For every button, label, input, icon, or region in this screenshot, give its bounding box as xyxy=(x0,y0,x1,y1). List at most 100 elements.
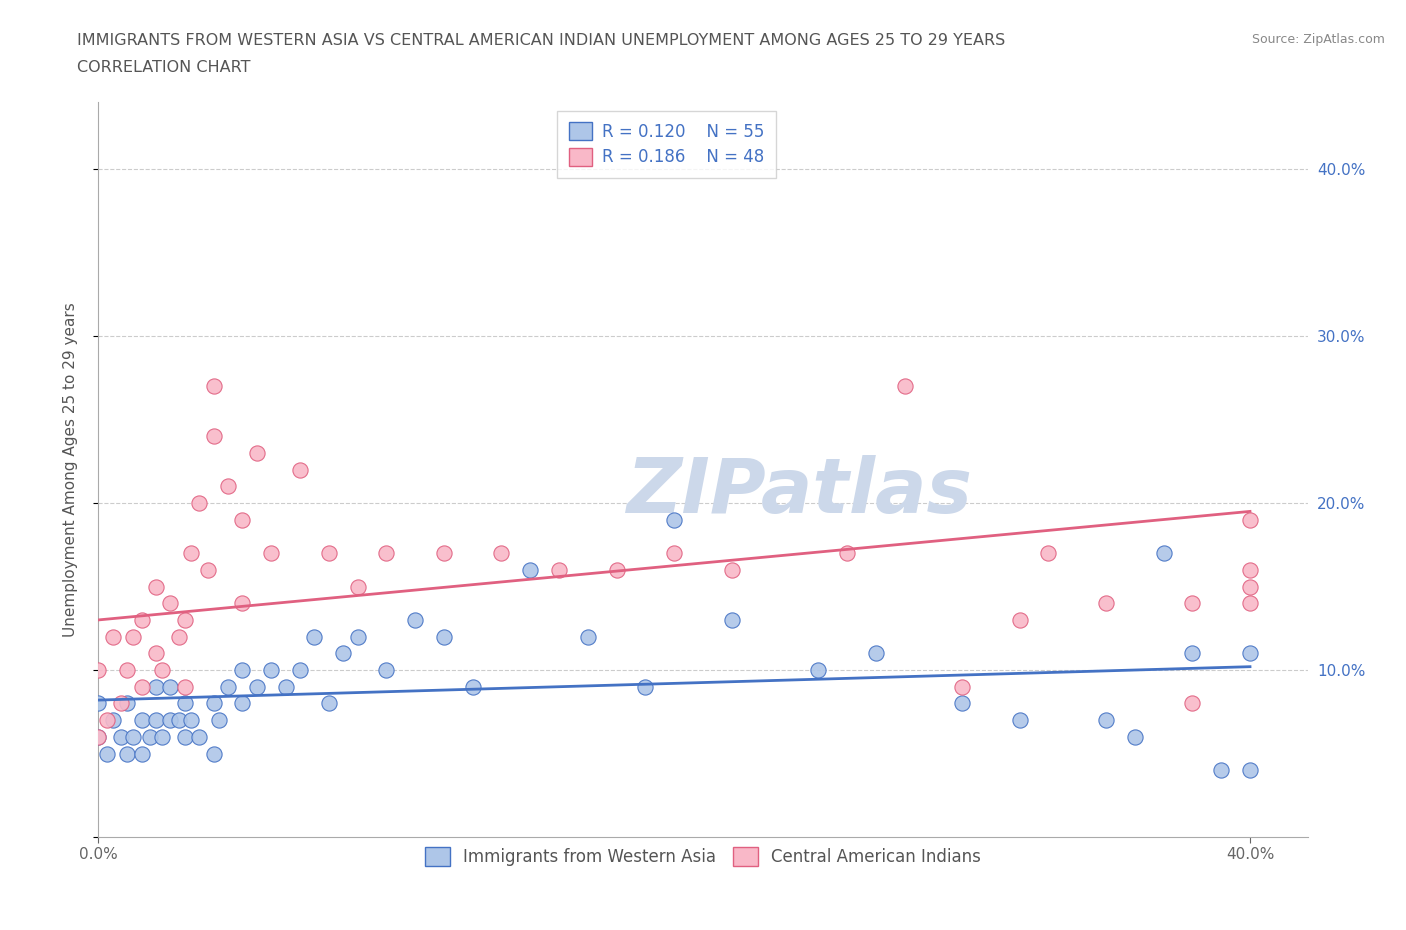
Text: CORRELATION CHART: CORRELATION CHART xyxy=(77,60,250,75)
Point xyxy=(346,579,368,594)
Point xyxy=(173,729,195,744)
Point xyxy=(231,662,253,677)
Point xyxy=(110,729,132,744)
Point xyxy=(131,613,153,628)
Point xyxy=(110,696,132,711)
Point xyxy=(1239,646,1261,661)
Point xyxy=(491,546,513,561)
Point xyxy=(433,630,456,644)
Point xyxy=(122,729,145,744)
Point xyxy=(318,546,340,561)
Point xyxy=(202,379,225,393)
Point xyxy=(950,679,973,694)
Point xyxy=(461,679,484,694)
Point xyxy=(1123,729,1146,744)
Point xyxy=(208,712,231,727)
Point xyxy=(188,496,211,511)
Legend: Immigrants from Western Asia, Central American Indians: Immigrants from Western Asia, Central Am… xyxy=(418,841,988,872)
Point xyxy=(197,563,219,578)
Point xyxy=(173,696,195,711)
Point xyxy=(720,613,742,628)
Point xyxy=(664,512,686,527)
Point xyxy=(433,546,456,561)
Point xyxy=(246,445,269,460)
Point xyxy=(122,630,145,644)
Point xyxy=(159,679,181,694)
Point xyxy=(202,696,225,711)
Text: ZIPatlas: ZIPatlas xyxy=(627,455,973,528)
Point xyxy=(101,712,124,727)
Point xyxy=(180,712,202,727)
Point xyxy=(150,662,173,677)
Point xyxy=(246,679,269,694)
Point xyxy=(145,679,167,694)
Point xyxy=(139,729,162,744)
Point xyxy=(274,679,297,694)
Point xyxy=(1181,696,1204,711)
Point xyxy=(87,696,110,711)
Point xyxy=(576,630,599,644)
Point xyxy=(115,746,138,761)
Point xyxy=(115,696,138,711)
Point xyxy=(835,546,858,561)
Text: Source: ZipAtlas.com: Source: ZipAtlas.com xyxy=(1251,33,1385,46)
Point xyxy=(1239,763,1261,777)
Point xyxy=(188,729,211,744)
Point xyxy=(131,746,153,761)
Point xyxy=(167,712,190,727)
Point xyxy=(180,546,202,561)
Point xyxy=(217,679,239,694)
Point xyxy=(375,662,398,677)
Point xyxy=(1095,596,1118,611)
Point xyxy=(159,712,181,727)
Point xyxy=(1239,512,1261,527)
Point xyxy=(1239,563,1261,578)
Point xyxy=(1239,596,1261,611)
Point xyxy=(96,712,118,727)
Point xyxy=(101,630,124,644)
Point xyxy=(720,563,742,578)
Point xyxy=(145,712,167,727)
Point xyxy=(1181,596,1204,611)
Point xyxy=(145,646,167,661)
Point xyxy=(173,679,195,694)
Point xyxy=(87,662,110,677)
Point xyxy=(548,563,571,578)
Point xyxy=(1008,613,1031,628)
Point xyxy=(96,746,118,761)
Point xyxy=(87,729,110,744)
Point xyxy=(318,696,340,711)
Y-axis label: Unemployment Among Ages 25 to 29 years: Unemployment Among Ages 25 to 29 years xyxy=(63,302,77,637)
Point xyxy=(807,662,830,677)
Point xyxy=(519,563,541,578)
Point xyxy=(131,712,153,727)
Point xyxy=(202,746,225,761)
Point xyxy=(145,579,167,594)
Point xyxy=(1095,712,1118,727)
Point xyxy=(634,679,657,694)
Text: IMMIGRANTS FROM WESTERN ASIA VS CENTRAL AMERICAN INDIAN UNEMPLOYMENT AMONG AGES : IMMIGRANTS FROM WESTERN ASIA VS CENTRAL … xyxy=(77,33,1005,47)
Point xyxy=(159,596,181,611)
Point xyxy=(231,596,253,611)
Point xyxy=(202,429,225,444)
Point xyxy=(260,546,283,561)
Point xyxy=(332,646,354,661)
Point xyxy=(150,729,173,744)
Point xyxy=(231,512,253,527)
Point xyxy=(288,662,311,677)
Point xyxy=(1181,646,1204,661)
Point xyxy=(893,379,915,393)
Point xyxy=(1153,546,1175,561)
Point xyxy=(304,630,326,644)
Point xyxy=(404,613,426,628)
Point xyxy=(115,662,138,677)
Point xyxy=(173,613,195,628)
Point xyxy=(1038,546,1060,561)
Point xyxy=(950,696,973,711)
Point xyxy=(1008,712,1031,727)
Point xyxy=(664,546,686,561)
Point xyxy=(260,662,283,677)
Point xyxy=(1211,763,1233,777)
Point xyxy=(87,729,110,744)
Point xyxy=(346,630,368,644)
